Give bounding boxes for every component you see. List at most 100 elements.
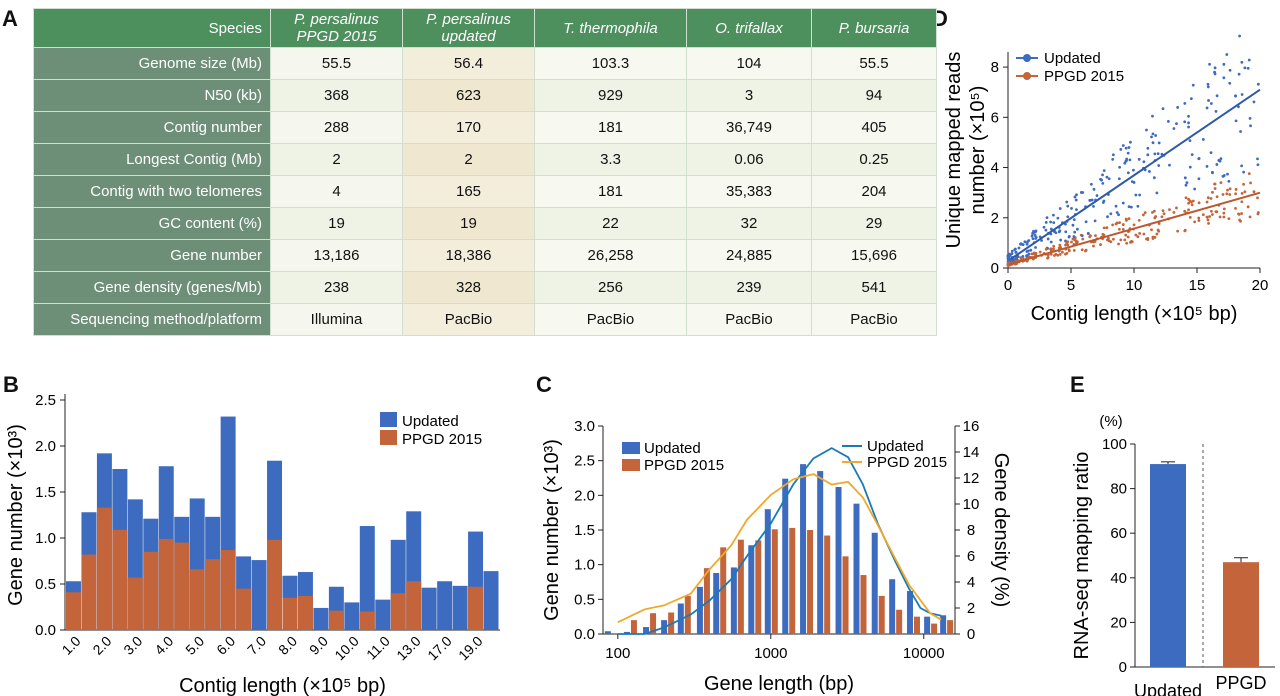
- table-cell: 2: [270, 143, 403, 176]
- point-ppgd2015: [1228, 187, 1232, 191]
- y-tick-label-right: 0: [967, 626, 975, 643]
- point-updated: [1238, 34, 1242, 38]
- point-updated: [1142, 160, 1146, 164]
- table-cell: 405: [811, 111, 937, 144]
- bar-ppgd2015: [650, 613, 657, 634]
- point-ppgd2015: [1099, 243, 1102, 246]
- point-updated: [1025, 254, 1028, 258]
- point-updated: [1129, 140, 1132, 144]
- point-updated: [1136, 204, 1140, 208]
- legend-label-density-updated: Updated: [867, 438, 924, 455]
- point-ppgd2015: [1168, 208, 1171, 212]
- point-ppgd2015: [1127, 217, 1131, 221]
- bar-updated: [375, 599, 391, 630]
- point-updated: [1256, 82, 1260, 86]
- point-ppgd2015: [1137, 218, 1141, 222]
- category-label: Updated: [1134, 681, 1202, 696]
- x-tick-label: 0: [1004, 277, 1012, 294]
- point-ppgd2015: [1211, 190, 1214, 194]
- table-cell: 26,258: [534, 239, 687, 272]
- point-updated: [1213, 66, 1217, 70]
- point-ppgd2015: [1150, 228, 1153, 232]
- point-updated: [1006, 254, 1010, 257]
- y-tick-label: 0.0: [35, 622, 56, 639]
- point-updated: [1010, 249, 1014, 253]
- point-ppgd2015: [1242, 182, 1246, 186]
- bar-updated: [421, 587, 437, 630]
- y-tick-label-right: 16: [963, 418, 980, 435]
- point-updated: [1134, 193, 1138, 197]
- point-ppgd2015: [1197, 216, 1201, 220]
- point-updated: [1183, 120, 1187, 124]
- x-tick-label: 11.0: [363, 633, 393, 663]
- x-axis-label: Contig length (×10⁵ bp): [179, 675, 386, 696]
- table-cell: 103.3: [534, 47, 687, 80]
- point-ppgd2015: [1234, 206, 1237, 210]
- point-updated: [1010, 252, 1014, 256]
- table-cell: 22: [534, 207, 687, 240]
- point-ppgd2015: [1248, 215, 1252, 219]
- point-ppgd2015: [1176, 229, 1180, 233]
- table-cell: 55.5: [270, 47, 403, 80]
- point-ppgd2015: [1132, 223, 1136, 227]
- point-ppgd2015: [1019, 256, 1023, 260]
- row-label: Gene number: [33, 239, 271, 272]
- row-label: Genome size (Mb): [33, 47, 271, 80]
- point-updated: [1030, 234, 1034, 238]
- point-ppgd2015: [1057, 246, 1061, 250]
- table-cell: 13,186: [270, 239, 403, 272]
- point-ppgd2015: [1187, 197, 1190, 201]
- point-updated: [1075, 193, 1078, 197]
- point-ppgd2015: [1136, 235, 1140, 239]
- table-row: Contig with two telomeres 4 165 181 35,383 20…: [33, 175, 937, 208]
- point-updated: [1092, 187, 1096, 191]
- point-updated: [1101, 181, 1105, 185]
- point-ppgd2015: [1124, 233, 1128, 237]
- point-updated: [1175, 122, 1178, 126]
- point-updated: [1102, 169, 1106, 173]
- point-updated: [1049, 220, 1053, 224]
- point-updated: [1117, 213, 1120, 217]
- x-tick-label: 3.0: [120, 633, 145, 658]
- point-ppgd2015: [1049, 247, 1053, 251]
- point-updated: [1025, 250, 1029, 253]
- y-tick-label-right: 14: [963, 444, 980, 461]
- point-ppgd2015: [1172, 211, 1176, 214]
- bar-ppgd2015: [205, 559, 221, 630]
- point-updated: [1049, 227, 1053, 231]
- point-updated: [1064, 239, 1067, 243]
- point-updated: [1073, 195, 1077, 199]
- point-updated: [1029, 248, 1033, 252]
- bar-updated: [924, 616, 931, 634]
- point-ppgd2015: [1124, 217, 1128, 221]
- x-tick-label: 19.0: [455, 633, 486, 664]
- point-ppgd2015: [1240, 200, 1244, 204]
- point-updated: [1191, 83, 1195, 87]
- table-cell: 0.06: [686, 143, 812, 176]
- point-ppgd2015: [1209, 197, 1213, 200]
- x-tick-label: 100: [605, 645, 630, 662]
- bar-updated: [906, 591, 913, 634]
- bar-ppgd2015: [913, 616, 920, 634]
- point-updated: [1034, 246, 1037, 249]
- y-axis-label-line-2: number (×10⁵): [967, 86, 989, 215]
- point-updated: [1209, 102, 1213, 105]
- y-tick-label: 8: [991, 59, 999, 76]
- panel-letter-b: B: [3, 372, 19, 397]
- point-updated: [1086, 231, 1090, 235]
- legend-label-updated: Updated: [402, 413, 459, 430]
- point-updated: [1184, 183, 1188, 187]
- point-updated: [1126, 171, 1130, 175]
- table-header-cell: O. trifallax: [686, 8, 812, 48]
- header-line: T. thermophila: [563, 19, 658, 37]
- table-cell: 55.5: [811, 47, 937, 80]
- point-ppgd2015: [1243, 190, 1247, 194]
- point-ppgd2015: [1053, 254, 1056, 257]
- x-tick-label: 13.0: [393, 633, 424, 664]
- point-ppgd2015: [1234, 192, 1237, 196]
- point-updated: [1095, 194, 1099, 197]
- table-cell: 32: [686, 207, 812, 240]
- y-tick-label: 1.5: [574, 522, 595, 539]
- point-ppgd2015: [1240, 212, 1243, 215]
- point-ppgd2015: [1201, 213, 1205, 217]
